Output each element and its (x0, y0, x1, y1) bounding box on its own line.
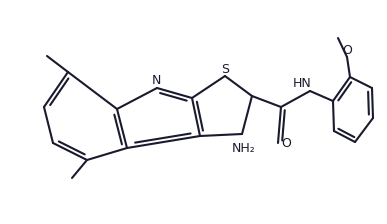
Text: S: S (221, 62, 229, 75)
Text: NH₂: NH₂ (232, 142, 256, 155)
Text: HN: HN (293, 77, 312, 90)
Text: O: O (342, 43, 352, 56)
Text: O: O (281, 136, 291, 149)
Text: N: N (151, 73, 161, 86)
